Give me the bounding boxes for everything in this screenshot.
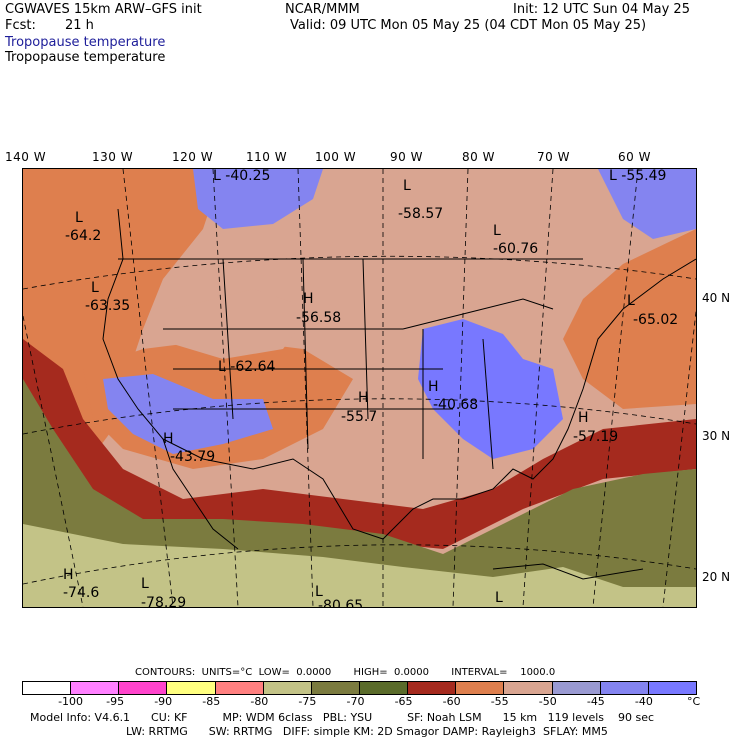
- graticule: [23, 169, 696, 607]
- legend-swatch: [456, 682, 505, 694]
- lon-label-120w: 120 W: [172, 150, 214, 164]
- model-info-line-1: Model Info: V4.6.1 CU: KF MP: WDM 6class…: [30, 711, 655, 724]
- map-extremum-15-value: -78.29: [141, 595, 187, 608]
- legend-tick-label: -60: [442, 695, 461, 708]
- map-extremum-4-value: -64.2: [65, 228, 102, 244]
- map-extremum-11-value: -40.68: [433, 397, 479, 413]
- field-blue-north: [193, 169, 323, 229]
- field-title-secondary: Tropopause temperature: [5, 50, 166, 65]
- lon-label-100w: 100 W: [315, 150, 357, 164]
- legend-color-bar: [22, 681, 697, 695]
- legend-tick-label: -55: [490, 695, 509, 708]
- legend-tick-label: °C: [687, 695, 701, 708]
- contours-info: CONTOURS: UNITS=°C LOW= 0.0000 HIGH= 0.0…: [135, 667, 556, 678]
- legend-swatch: [359, 682, 409, 694]
- map-extremum-1: L -40.25: [213, 168, 271, 184]
- map-extremum-15-letter: L: [141, 576, 149, 592]
- map-extremum-12-value: -57.19: [573, 429, 619, 445]
- map-extremum-9: L -62.64: [218, 359, 276, 375]
- legend-swatch: [119, 682, 168, 694]
- map-extremum-6-value: -63.35: [85, 298, 131, 314]
- map-extremum-16-letter: L: [315, 584, 323, 600]
- legend-tick-label: -50: [538, 695, 557, 708]
- lon-label-140w: 140 W: [5, 150, 47, 164]
- valid-time: Valid: 09 UTC Mon 05 May 25 (04 CDT Mon …: [290, 18, 647, 33]
- lon-label-80w: 80 W: [462, 150, 495, 164]
- map-extremum-12-letter: H: [578, 410, 589, 426]
- legend-swatch: [552, 682, 601, 694]
- legend-swatch: [648, 682, 696, 694]
- legend-tick-label: -70: [346, 695, 365, 708]
- legend-tick-label: -40: [634, 695, 653, 708]
- field-south-red: [23, 339, 696, 549]
- map-extremum-13-letter: H: [163, 431, 174, 447]
- field-blue-east: [418, 319, 563, 459]
- lon-label-90w: 90 W: [390, 150, 423, 164]
- field-far-south-olive: [23, 524, 696, 607]
- map-extremum-14-letter: H: [63, 567, 74, 583]
- map-extremum-10-letter: H: [358, 390, 369, 406]
- legend-swatch: [600, 682, 649, 694]
- model-title: CGWAVES 15km ARW–GFS init: [5, 2, 202, 17]
- field-blue-southwest: [103, 374, 273, 454]
- map-extremum-5-letter: L: [493, 223, 501, 239]
- legend-swatch: [215, 682, 264, 694]
- lon-label-130w: 130 W: [92, 150, 134, 164]
- map-extremum-2-value: -58.57: [398, 206, 444, 222]
- lat-label-40n: 40 N: [702, 291, 731, 305]
- legend-tick-label: -45: [586, 695, 605, 708]
- model-info-line-2: LW: RRTMG SW: RRTMG DIFF: simple KM: 2D …: [126, 725, 608, 738]
- legend-tick-label: -75: [298, 695, 317, 708]
- org-label: NCAR/MMM: [285, 2, 360, 17]
- legend-tick-label: -90: [154, 695, 173, 708]
- tropopause-temperature-map: [23, 169, 696, 607]
- lat-label-20n: 20 N: [702, 570, 731, 584]
- legend-tick-label: -100: [58, 695, 84, 708]
- field-south-green: [23, 379, 696, 589]
- lon-label-60w: 60 W: [618, 150, 651, 164]
- legend-swatch: [408, 682, 457, 694]
- legend-tick-label: -65: [394, 695, 413, 708]
- map-extremum-17-letter: L: [495, 590, 503, 606]
- forecast-label: Fcst:: [5, 18, 36, 33]
- map-extremum-14-value: -74.6: [63, 585, 100, 601]
- map-frame: L -40.25 L -58.57 L -55.49 L -64.2 L -60…: [22, 168, 697, 608]
- map-extremum-16-value: -80.65: [318, 598, 364, 608]
- map-extremum-5-value: -60.76: [493, 241, 539, 257]
- map-extremum-4-letter: L: [75, 210, 83, 226]
- map-extremum-7-value: -56.58: [296, 310, 342, 326]
- legend-swatch: [504, 682, 553, 694]
- map-extremum-11-letter: H: [428, 379, 439, 395]
- lat-label-30n: 30 N: [702, 429, 731, 443]
- forecast-value: 21 h: [65, 18, 94, 33]
- map-extremum-2-letter: L: [403, 178, 411, 194]
- legend-swatch: [263, 682, 312, 694]
- map-extremum-7-letter: H: [303, 291, 314, 307]
- field-title-primary: Tropopause temperature: [5, 35, 166, 50]
- map-extremum-13-value: -43.79: [170, 449, 216, 465]
- map-extremum-6-letter: L: [91, 280, 99, 296]
- field-interior-pink: [173, 289, 313, 359]
- legend-tick-label: -80: [250, 695, 269, 708]
- map-extremum-8-value: -65.02: [633, 312, 679, 328]
- legend-swatch: [71, 682, 120, 694]
- init-time: Init: 12 UTC Sun 04 May 25: [513, 2, 690, 17]
- field-blue-northeast: [598, 169, 696, 239]
- map-extremum-8-letter: L: [627, 293, 635, 309]
- legend-tick-label: -95: [106, 695, 125, 708]
- legend-swatch: [311, 682, 360, 694]
- coastlines: [102, 208, 696, 580]
- lon-label-70w: 70 W: [537, 150, 570, 164]
- map-extremum-10-value: -55.7: [341, 409, 378, 425]
- legend-tick-label: -85: [202, 695, 221, 708]
- legend-swatch: [167, 682, 216, 694]
- lon-label-110w: 110 W: [246, 150, 288, 164]
- map-extremum-3: L -55.49: [609, 168, 667, 184]
- legend-swatch: [23, 682, 72, 694]
